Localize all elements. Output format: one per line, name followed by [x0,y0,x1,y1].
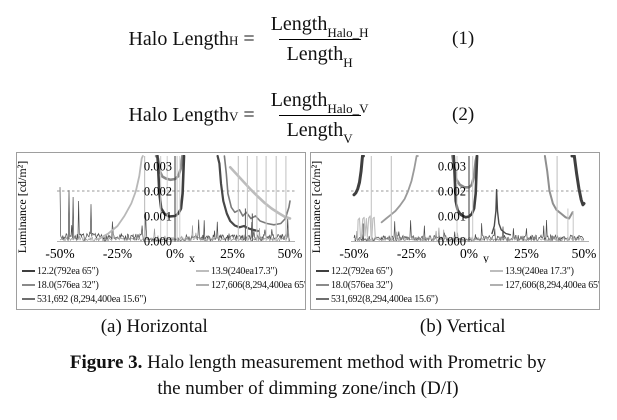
legend-line-sample [196,270,209,272]
figure-caption-line1: Halo length measurement method with Prom… [147,352,547,373]
legend-line-sample [316,284,329,286]
fraction-numerator: LengthHalo_H [270,12,369,40]
legend-label: 12.2(792ea 65") [37,265,99,277]
x-tick-label: 0% [166,246,184,261]
equation-1-body: Halo Length H = LengthHalo_H LengthH [128,12,377,69]
legend-line-sample [22,284,35,286]
series-right-dark-descending [216,155,259,233]
subcaption-b: (b) Vertical [419,316,506,337]
x-tick-label: -50% [339,246,368,261]
x-tick-label: 25% [514,246,539,261]
legend-item: 12.2(792ea 65") [316,264,490,278]
subcaptions: (a) Horizontal (b) Vertical [0,316,617,338]
legend-label: 13.9(240ea17.3") [211,265,278,277]
chart-panel-vertical: 0.000 0.001 0.002 0.003 -50% -25% 0% 25% 50% y Lum… [310,152,600,310]
y-axis-label: Luminance [cd/m²] [311,161,323,254]
equation-lhs: Halo Length [128,27,230,50]
y-axis-label: Luminance [cd/m²] [17,161,29,254]
legend-line-sample [22,270,35,272]
x-tick-label: 50% [572,246,597,261]
chart-panel-horizontal: 0.000 0.001 0.002 0.003 -50% -25% 0% 25% 50% x Lum… [16,152,306,310]
chart-svg-horizontal: 0.000 0.001 0.002 0.003 -50% -25% 0% 25% 50% x Lum… [17,155,303,263]
x-tick-label: -25% [397,246,426,261]
legend-line-sample [316,270,329,272]
fraction: LengthHalo_V LengthV [263,88,377,145]
y-tick-label: 0.001 [438,210,466,224]
equation-number: (1) [452,28,475,49]
fraction: LengthHalo_H LengthH [263,12,377,69]
legend-label: 18.0(576ea 32") [37,279,99,291]
figure-caption: Figure 3. Halo length measurement method… [8,350,608,401]
y-tick-label: 0.002 [144,185,172,199]
legend-item: 13.9(240ea 17.3") [490,264,599,278]
legend-horizontal: 12.2(792ea 65") 13.9(240ea17.3") 18.0(576e… [17,264,305,306]
legend-item: 12.2(792ea 65") [22,264,196,278]
equals-sign: = [243,27,255,50]
equation-number: (2) [452,104,475,125]
y-tick-label: 0.002 [438,185,466,199]
series-right-edge-dark [570,155,586,207]
x-tick-label: 25% [220,246,245,261]
legend-vertical: 12.2(792ea 65") 13.9(240ea 17.3") 18.0(576… [311,264,599,306]
equations-block: Halo Length H = LengthHalo_H LengthH (1) … [0,2,505,152]
legend-label: 13.9(240ea 17.3") [505,265,574,277]
legend-item: 127,606(8,294,400ea 65") [490,278,600,292]
legend-label: 127,606(8,294,400ea 65") [505,279,600,291]
series-left-rising-light [98,155,144,240]
figure-3-panels: 0.000 0.001 0.002 0.003 -50% -25% 0% 25% 50% x Lum… [16,152,600,310]
legend-line-sample [316,298,329,300]
equation-1: Halo Length H = LengthHalo_H LengthH (1) [0,2,505,76]
x-tick-label: 50% [278,246,303,261]
legend-label: 531,692 (8,294,400ea 15.6") [37,293,147,305]
legend-label: 12.2(792ea 65") [331,265,393,277]
legend-line-sample [22,298,35,300]
y-tick-label: 0.003 [144,160,172,174]
subcaption-a: (a) Horizontal [100,316,208,337]
equation-2: Halo Length V = LengthHalo_V LengthV (2) [0,78,505,152]
x-tick-label: -25% [103,246,132,261]
x-axis-label: x [189,251,195,263]
legend-item: 18.0(576ea 32") [316,278,490,292]
legend-line-sample [490,284,503,286]
y-tick-label: 0.003 [438,160,466,174]
legend-item: 127,606(8,294,400ea 65") [196,278,306,292]
figure-caption-label: Figure 3. [69,352,143,373]
figure-caption-line2: the number of dimming zone/inch (D/I) [157,377,459,399]
equals-sign: = [243,103,255,126]
fraction-denominator: LengthV [278,114,361,145]
x-tick-label: 0% [460,246,478,261]
legend-line-sample [490,270,503,272]
y-tick-label: 0.001 [144,210,172,224]
y-tick-label: 0.000 [438,235,466,249]
legend-item: 531,692(8,294,400ea 15.6") [316,292,599,306]
series-left-light-steps [356,215,377,240]
legend-item: 531,692 (8,294,400ea 15.6") [22,292,305,306]
series-right-mid-gray [223,155,291,226]
legend-line-sample [196,284,209,286]
legend-label: 18.0(576ea 32") [331,279,393,291]
y-tick-label: 0.000 [144,235,172,249]
series-peak-at-12pct [491,189,512,236]
chart-svg-vertical: 0.000 0.001 0.002 0.003 -50% -25% 0% 25% 50% y Lum… [311,155,597,263]
x-axis-label: y [483,251,489,263]
series-right-light-diagonal [228,166,292,220]
series-left-edge-dark-rise [352,155,365,197]
series-left-rising-gray [380,155,419,224]
equation-2-body: Halo Length V = LengthHalo_V LengthV [128,88,377,145]
equation-lhs: Halo Length [128,103,230,126]
x-tick-label: -50% [45,246,74,261]
fraction-numerator: LengthHalo_V [270,88,369,116]
legend-item: 13.9(240ea17.3") [196,264,305,278]
legend-label: 531,692(8,294,400ea 15.6") [331,293,438,305]
legend-label: 127,606(8,294,400ea 65") [211,279,306,291]
fraction-denominator: LengthH [278,38,361,69]
legend-item: 18.0(576ea 32") [22,278,196,292]
